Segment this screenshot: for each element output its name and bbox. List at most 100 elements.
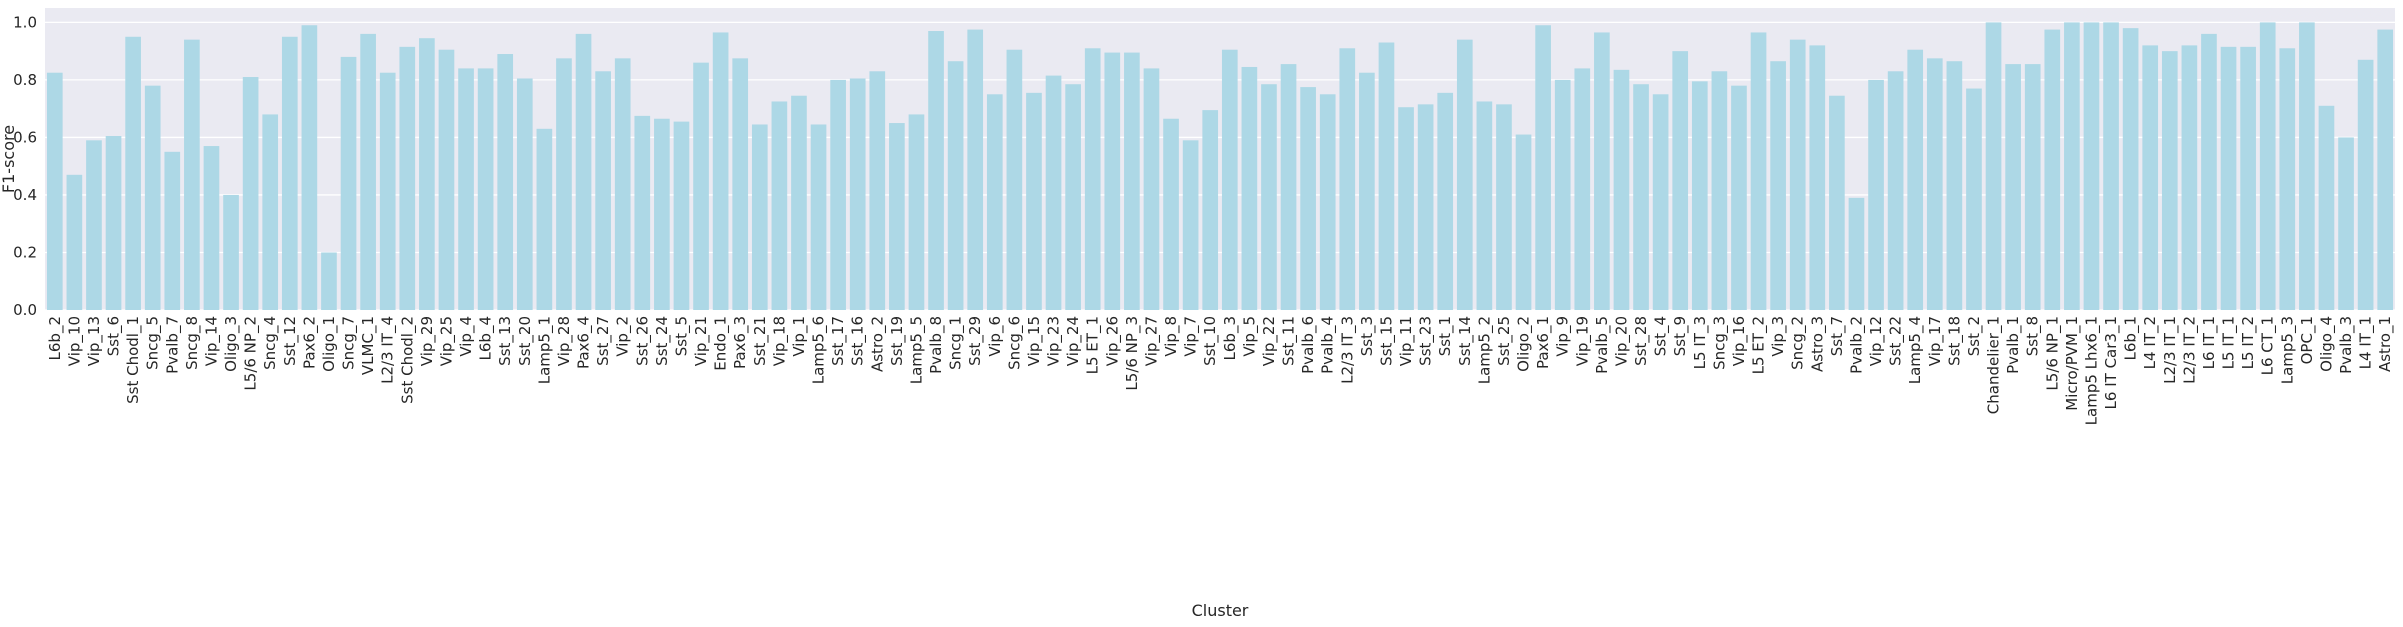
x-tick-label: Sst_12 [281,316,300,366]
x-tick-label: Pvalb_4 [1319,316,1338,374]
bar-sst-chodl-1 [125,36,141,311]
bar-l5-6-np-3 [1124,52,1140,310]
x-tick-label: L4 IT_1 [2357,316,2376,369]
bar-sst-16 [849,78,866,310]
bar-vlmc-1 [360,33,376,311]
bar-vip-13 [86,140,102,310]
x-tick-label: Sncg_8 [183,316,202,370]
y-tick-label: 0.6 [13,128,37,146]
x-tick-label: Sst_27 [594,316,613,366]
x-tick-label: Vip_19 [1573,316,1592,366]
bar-vip-25 [438,49,455,310]
x-tick-label: Sst_5 [672,316,691,356]
x-tick-label: Oligo_1 [320,316,339,372]
x-tick-label: Chandelier_1 [1985,316,2004,414]
x-tick-label: Vip_26 [1103,316,1122,366]
bar-l4-it-1 [2357,59,2374,311]
bar-vip-27 [1143,68,1160,311]
x-tick-label: Vip_14 [202,316,221,366]
x-tick-label: Sst_29 [966,316,985,366]
x-axis-ticks: L6b_2 Vip_10 Vip_13 Sst_6 Sst Chodl_1 Sncg_5 P… [46,316,2395,425]
x-tick-label: Oligo_3 [222,316,241,372]
bar-l5-it-1 [2220,46,2237,310]
bar-l2-3-it-4 [379,72,396,310]
bar-pax6-2 [301,25,318,311]
x-tick-label: Vip_21 [692,316,711,366]
x-tick-label: L6b_1 [2122,316,2141,360]
x-tick-label: Sst_10 [1201,316,1220,366]
x-tick-label: Sncg_1 [947,316,966,370]
x-tick-label: Sst Chodl_1 [124,316,143,404]
x-tick-label: Vip_15 [1025,316,1044,366]
x-tick-label: Vip_10 [65,316,84,366]
bar-astro-2 [869,71,886,311]
x-tick-label: Pax6_4 [575,316,594,369]
x-tick-label: Oligo_2 [1515,316,1534,372]
bar-endo-1 [712,32,729,310]
x-tick-label: Vip_1 [790,316,809,357]
x-tick-label: Vip_13 [85,316,104,366]
bar-vip-2 [614,58,631,311]
x-tick-label: Vip_7 [1182,316,1201,357]
bar-pax6-3 [732,58,749,311]
bar-l6-ct-1 [2259,22,2276,311]
bar-sst-8 [2024,64,2041,310]
x-tick-label: Lamp5 Lhx6_1 [2082,316,2101,425]
x-tick-label: L6 CT_1 [2259,316,2278,375]
bar-l6-it-1 [2201,33,2217,311]
x-tick-label: Vip_16 [1730,316,1749,366]
bar-vip-7 [1182,140,1199,310]
bar-vip-20 [1613,69,1630,310]
bar-sst-2 [1966,88,1982,311]
bar-lamp5-4 [1907,49,1924,310]
x-tick-label: L6b_3 [1221,316,1240,360]
x-tick-label: Sst_16 [849,316,868,366]
bar-sst-1 [1437,92,1454,310]
x-tick-label: Sncg_6 [1005,316,1024,370]
x-tick-label: Astro_2 [868,316,887,372]
bar-lamp5-1 [536,128,553,310]
x-tick-label: Vip_22 [1260,316,1279,366]
bar-sst-26 [634,115,651,310]
x-tick-label: Lamp5_2 [1475,316,1494,384]
y-tick-label: 0.0 [13,301,37,319]
x-tick-label: L5 ET_2 [1750,316,1769,374]
x-tick-label: L2/3 IT_3 [1338,316,1357,384]
bar-sncg-7 [340,56,357,311]
x-tick-label: Sst_14 [1456,316,1475,366]
x-tick-label: Sst_23 [1417,316,1436,366]
x-tick-label: VLMC_1 [359,316,378,375]
bar-vip-16 [1731,85,1747,311]
x-tick-label: Lamp5_1 [535,316,554,384]
bar-sst-17 [830,79,846,311]
x-tick-label: Sst_13 [496,316,515,366]
x-tick-label: Astro_3 [1808,316,1827,372]
bar-vip-10 [66,174,83,310]
x-tick-label: Sst_15 [1377,316,1396,366]
bar-vip-19 [1574,68,1591,311]
x-tick-label: L6 IT_1 [2200,316,2219,369]
bar-vip-9 [1554,79,1571,311]
bar-sst-10 [1202,110,1219,310]
x-tick-label: Vip_17 [1926,316,1945,366]
x-tick-label: Sncg_4 [261,316,280,370]
y-axis-title: F1-score [0,125,18,193]
bar-astro-1 [2377,29,2394,310]
bar-l6b-2 [46,72,63,310]
bar-vip-18 [771,101,788,310]
bar-opc-1 [2299,22,2315,311]
x-tick-label: Pax6_2 [300,316,319,369]
x-tick-label: Vip_4 [457,316,476,357]
x-tick-label: OPC_1 [2298,316,2317,364]
bar-sst-21 [751,124,768,310]
x-tick-label: Vip_23 [1045,316,1064,366]
x-tick-label: Vip_29 [418,316,437,366]
bar-micro-pvm-1 [2064,22,2080,311]
bar-sst-28 [1633,84,1649,310]
bar-oligo-3 [223,194,239,310]
x-tick-label: Sst_11 [1280,316,1299,366]
x-tick-label: Sst_24 [653,316,672,366]
bar-pvalb-2 [1848,197,1865,310]
x-tick-label: Lamp5_3 [2278,316,2297,384]
